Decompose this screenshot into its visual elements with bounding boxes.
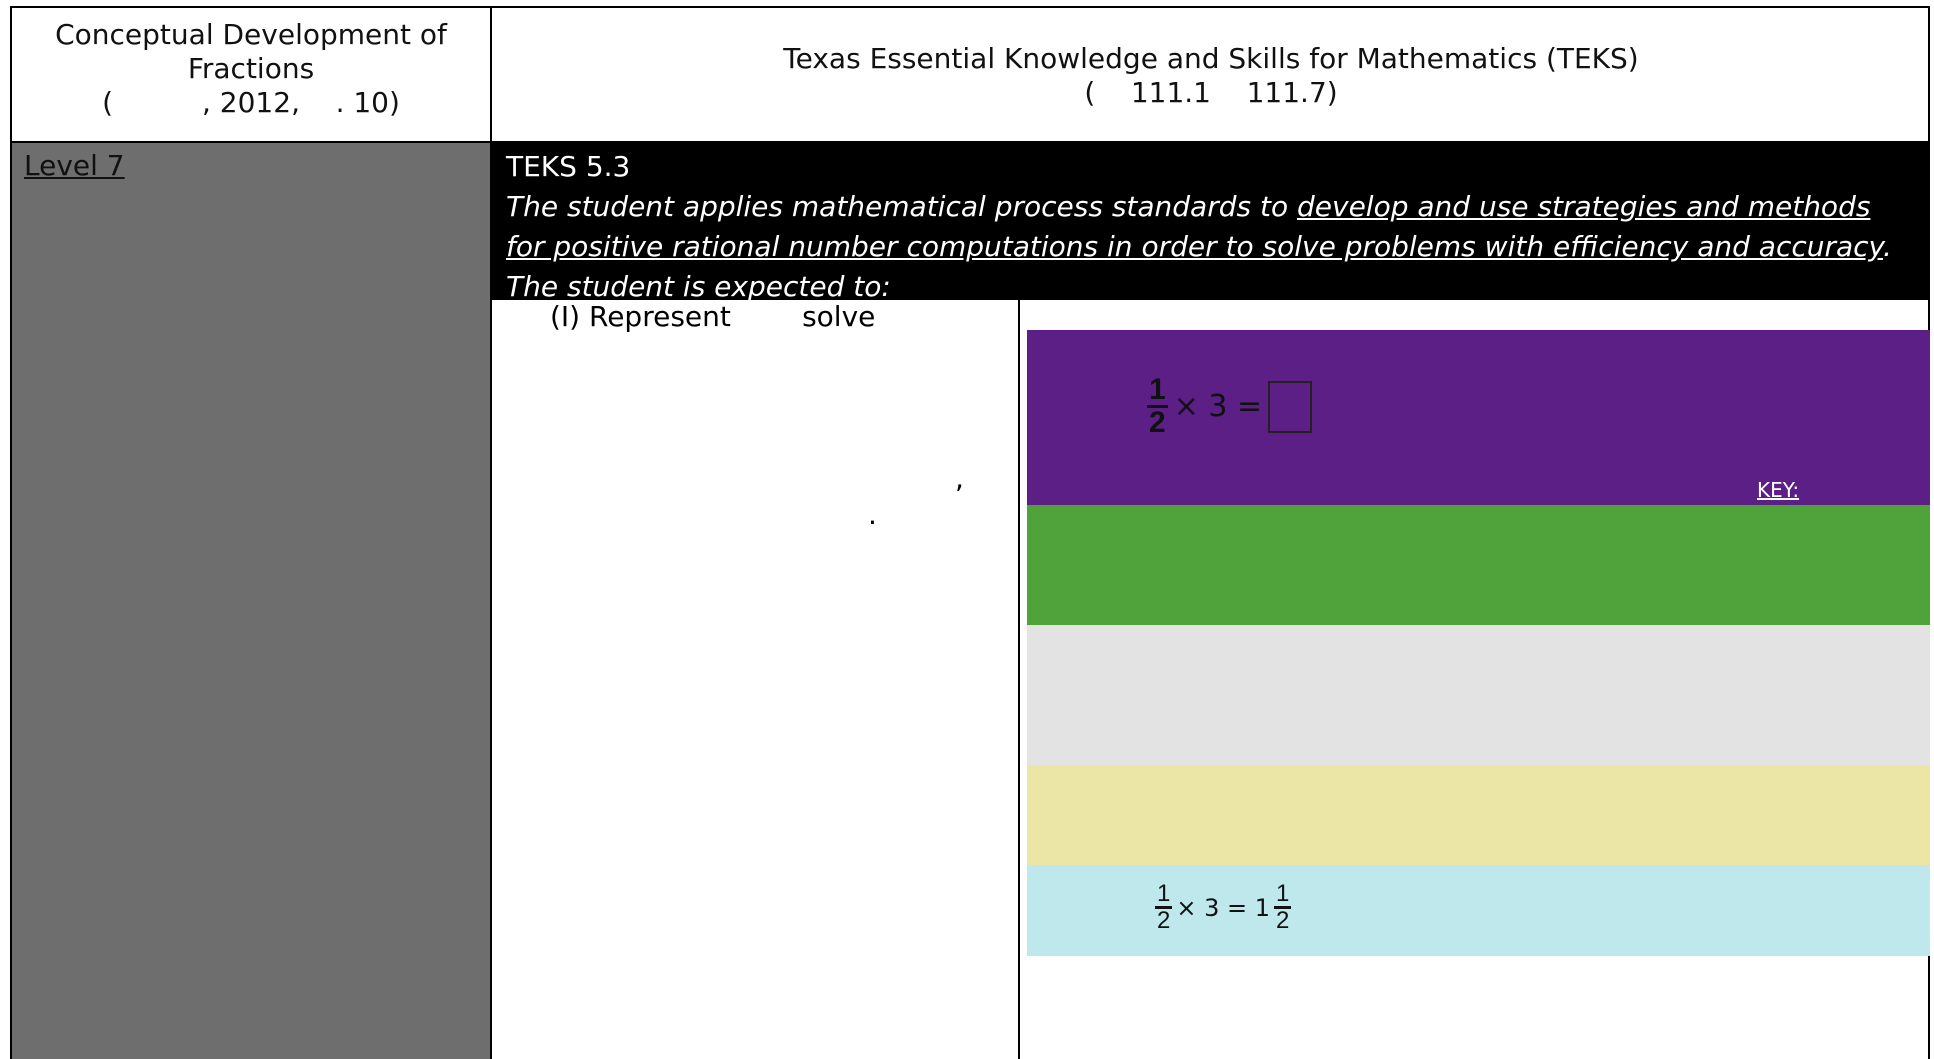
divider: [490, 6, 492, 1059]
figure-band: [1027, 765, 1930, 865]
equation-text: × 3 = 1: [1176, 893, 1271, 922]
expectation-text: .: [868, 498, 877, 531]
divider: [10, 141, 1930, 143]
numerator: 1: [1274, 880, 1292, 909]
denominator: 2: [1276, 907, 1290, 934]
statement-text: The student applies mathematical process…: [506, 190, 1297, 223]
key-label: KEY:: [1757, 478, 1800, 502]
figure-band: [1027, 625, 1930, 765]
statement-text: . The student is expected to:: [506, 230, 1892, 303]
numerator: 1: [1147, 373, 1168, 408]
denominator: 2: [1157, 907, 1171, 934]
level-cell: Level 7: [12, 143, 490, 1059]
equation-text: × 3 =: [1173, 389, 1263, 424]
header-text: ( , 2012, . 10): [102, 86, 400, 119]
numerator: 1: [1155, 880, 1173, 909]
teks-code: TEKS 5.3: [506, 150, 631, 183]
header-left: Conceptual Development of Fractions ( , …: [12, 18, 490, 120]
header-text: Conceptual Development of: [55, 18, 447, 51]
expectation-text: (I) Represent solve: [550, 300, 876, 333]
divider: [1018, 300, 1020, 1059]
header-text: ( 111.1 111.7): [1084, 76, 1338, 109]
figure-band: [1027, 865, 1930, 956]
teks-band: TEKS 5.3 The student applies mathematica…: [492, 143, 1930, 303]
header-right: Texas Essential Knowledge and Skills for…: [492, 42, 1930, 110]
denominator: 2: [1149, 406, 1166, 439]
teks-statement: The student applies mathematical process…: [506, 187, 1916, 307]
figure-band: [1027, 330, 1930, 505]
statement-text: develop and use strategies and methods f…: [506, 190, 1883, 263]
figure-band: [1027, 505, 1930, 625]
level-label: Level 7: [24, 149, 125, 182]
header-text: Texas Essential Knowledge and Skills for…: [783, 42, 1639, 75]
answer-box: [1268, 380, 1313, 433]
header-text: Fractions: [187, 52, 315, 85]
expectation-text: ,: [955, 462, 964, 495]
